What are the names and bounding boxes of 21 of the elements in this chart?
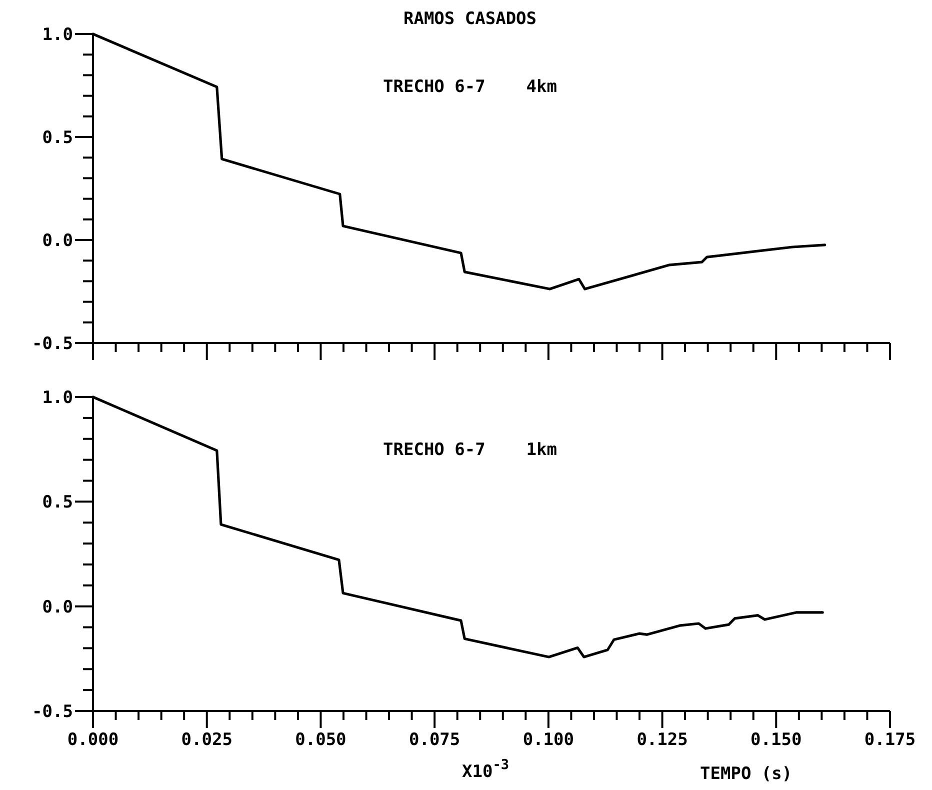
x-tick-label: 0.100 xyxy=(522,730,574,750)
annotation: TRECHO 6-7 4km xyxy=(383,77,557,97)
x-tick-label: 0.050 xyxy=(295,730,346,750)
y-tick-label: 1.0 xyxy=(42,24,73,45)
y-tick-label: -0.5 xyxy=(32,334,73,354)
x-tick-label: 0.125 xyxy=(636,730,688,750)
y-tick-label: 0.5 xyxy=(42,492,73,513)
x-tick-label: 0.175 xyxy=(864,730,916,750)
y-tick-label: 0.0 xyxy=(42,597,73,618)
x-tick-label: 0.075 xyxy=(408,730,460,750)
x-tick-label: 0.025 xyxy=(181,730,232,750)
y-tick-label: 0.0 xyxy=(42,230,73,251)
y-tick-label: 0.5 xyxy=(42,128,73,148)
x-axis-title: TEMPO (s) xyxy=(700,764,792,784)
x-tick-label: 0.150 xyxy=(750,730,802,750)
text: X10$^{-3}$ xyxy=(462,757,510,782)
y-tick-label: 1.0 xyxy=(42,388,73,408)
annotation: TRECHO 6-7 1km xyxy=(383,440,557,460)
y-tick-label: -0.5 xyxy=(32,702,73,722)
x-tick-label: 0.000 xyxy=(67,730,119,750)
chart-title: RAMOS CASADOS xyxy=(403,9,537,29)
